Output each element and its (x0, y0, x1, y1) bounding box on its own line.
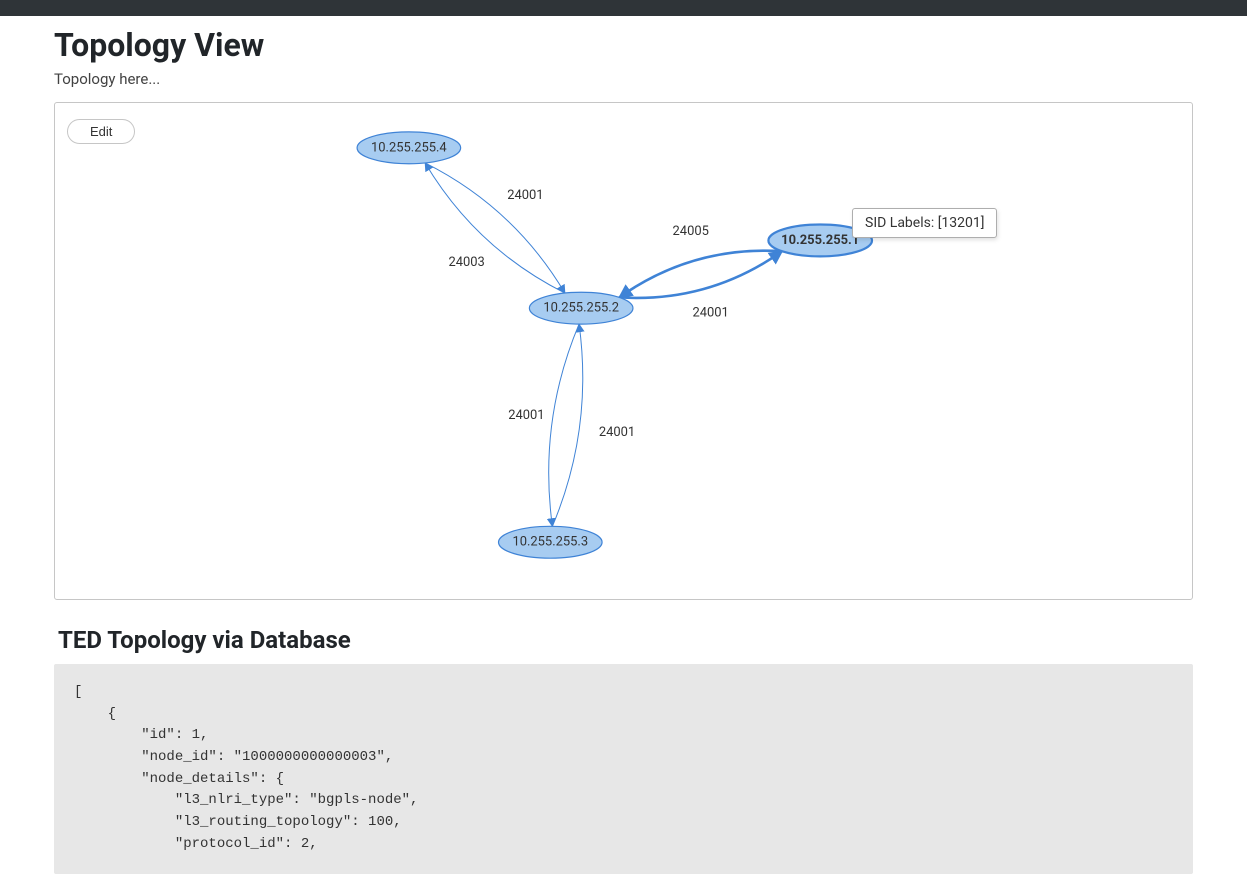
ted-section-title: TED Topology via Database (54, 626, 1193, 654)
edges-group: 24001 24003 24005 24001 24001 24001 (425, 163, 782, 526)
ted-json-panel: [ { "id": 1, "node_id": "100000000000000… (54, 664, 1193, 874)
node-label: 10.255.255.1 (781, 233, 859, 248)
nodes-group: 10.255.255.4 10.255.255.2 10.255.255.1 10.2… (357, 132, 872, 558)
edge[interactable] (425, 163, 565, 293)
topology-svg[interactable]: 24001 24003 24005 24001 24001 24001 10.255.25… (55, 103, 1192, 599)
graph-node[interactable]: 10.255.255.3 (499, 526, 603, 558)
edge-label: 24003 (448, 255, 484, 270)
edit-button[interactable]: Edit (67, 119, 135, 144)
topology-graph-panel[interactable]: Edit 24001 24003 24005 24001 24001 24001 10.2… (54, 102, 1193, 600)
node-tooltip: SID Labels: [13201] (852, 208, 997, 238)
page-title: Topology View (54, 26, 1193, 64)
graph-node[interactable]: 10.255.255.4 (357, 132, 461, 164)
edge[interactable] (425, 163, 565, 293)
edge-label: 24001 (507, 188, 543, 203)
edge-label: 24005 (673, 224, 709, 239)
subtitle: Topology here... (54, 70, 1193, 88)
edge-label: 24001 (599, 425, 635, 440)
edge-label: 24001 (692, 306, 728, 321)
node-label: 10.255.255.2 (543, 301, 619, 316)
node-label: 10.255.255.4 (371, 140, 447, 155)
node-label: 10.255.255.3 (512, 535, 588, 550)
edge-label: 24001 (508, 408, 544, 423)
top-bar (0, 0, 1247, 16)
main-container: Topology View Topology here... Edit 2400… (0, 26, 1247, 874)
graph-node[interactable]: 10.255.255.2 (529, 292, 633, 324)
